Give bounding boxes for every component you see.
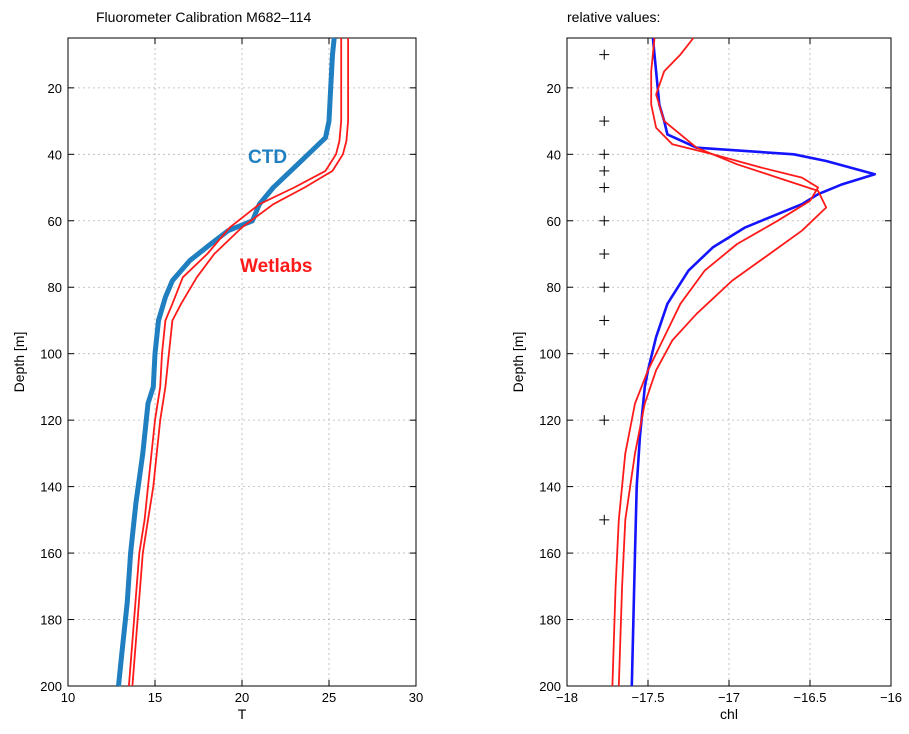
chlorophyll-panel: −18 −17.5 −17 −16.5 −16 20 40 60 80 100 120 140 160 1… (510, 9, 902, 722)
x-tick-label: 25 (322, 690, 336, 705)
x-tick-label: −16 (880, 690, 902, 705)
series-line-ctd (116, 37, 337, 687)
temperature-panel: 10 15 20 25 30 20 40 60 80 100 120 140 160 180 200 CTD W… (11, 9, 423, 722)
x-tick-label: −18 (556, 690, 578, 705)
x-tick-label: −17 (718, 690, 740, 705)
y-tick-label: 200 (40, 679, 62, 694)
x-tick-label: 10 (61, 690, 75, 705)
y-tick-label: 40 (48, 147, 62, 162)
y-tick-label: 40 (547, 147, 561, 162)
y-tick-label: 120 (539, 413, 561, 428)
chart-title: Fluorometer Calibration M682–114 (96, 9, 312, 25)
annotation-ctd: CTD (248, 147, 287, 168)
series-line-red-2 (617, 37, 828, 687)
x-tick-label: 30 (409, 690, 423, 705)
y-tick-label: 180 (539, 613, 561, 628)
x-tick-label: 15 (148, 690, 162, 705)
x-tick-label: 20 (235, 690, 249, 705)
y-tick-label: 20 (547, 81, 561, 96)
y-tick-label: 160 (40, 546, 62, 561)
y-tick-label: 80 (48, 280, 62, 295)
annotation-wetlabs: Wetlabs (240, 256, 313, 277)
series-line-red-1 (611, 37, 819, 687)
x-tick-label: −16.5 (794, 690, 827, 705)
series-line-blue (630, 37, 877, 687)
y-tick-label: 140 (539, 480, 561, 495)
y-tick-label: 100 (40, 347, 62, 362)
x-tick-label: −17.5 (632, 690, 665, 705)
y-axis-label: Depth [m] (11, 332, 27, 393)
y-tick-label: 100 (539, 347, 561, 362)
y-tick-label: 200 (539, 679, 561, 694)
y-tick-label: 180 (40, 613, 62, 628)
y-tick-label: 60 (48, 214, 62, 229)
y-tick-label: 20 (48, 81, 62, 96)
y-tick-label: 140 (40, 480, 62, 495)
y-tick-label: 80 (547, 280, 561, 295)
x-axis-label: chl (720, 706, 738, 722)
y-axis-label: Depth [m] (510, 332, 526, 393)
y-tick-label: 160 (539, 546, 561, 561)
y-tick-label: 60 (547, 214, 561, 229)
series-line-wetlabs-2 (131, 38, 350, 687)
y-tick-label: 120 (40, 413, 62, 428)
x-axis-label: T (238, 706, 247, 722)
series-line-wetlabs (128, 38, 343, 687)
chart-title: relative values: (567, 9, 660, 25)
